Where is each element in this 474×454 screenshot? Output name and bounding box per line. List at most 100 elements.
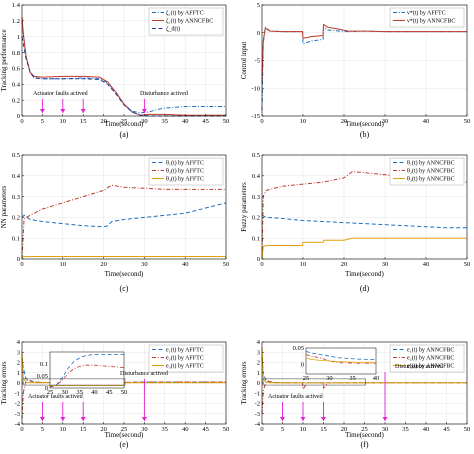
chart-f-annotation-2-arrowhead-1 [280,417,285,421]
chart-e-xtick-label-6: 30 [141,426,148,433]
chart-b-ytick-label-3: 0 [257,30,260,37]
chart-e-inset-frame [49,351,125,389]
chart-b-xtick-label-0: 0 [260,118,263,125]
chart-c-ytick-label-5: 0.5 [12,152,20,159]
chart-a-xlabel: Time(second) [105,120,144,128]
chart-e-inset-xtick-label-0: 25 [47,389,54,396]
chart-e-xlabel: Time(second) [105,431,144,439]
chart-f-xtick-label-6: 30 [382,426,389,433]
chart-f-ytick-label-6: 2 [257,360,260,367]
chart-f-inset-series-1-line [305,350,376,360]
chart-e: 0 5 10 15 20 25 30 35 40 45 50 -4 -3 -2 -1 0 1 2 3 4 Time(se… [0,339,229,449]
chart-f: 0 5 10 15 20 25 30 35 40 45 50 -4 -3 -2 -1 0 1 2 3 4 Time(se… [240,339,470,449]
chart-a-ylabel: Tracking performance [0,29,8,91]
chart-e-ytick-label-7: 3 [17,349,20,356]
chart-f-ytick-label-1: -3 [255,411,260,418]
chart-e-annotation-2-arrowhead-3 [80,417,86,421]
chart-f-inset-frame [305,347,377,375]
chart-f-xtick-label-7: 35 [402,426,409,433]
chart-f-inset-ytick-label-3: 0 [301,361,304,368]
chart-e-ytick-label-4: 0 [17,380,20,387]
chart-f-xtick-label-5: 25 [361,426,368,433]
chart-e-inset-ytick-label-2: 0.1 [40,361,48,368]
chart-b-ytick-label-4: 5 [257,2,260,9]
chart-d-ytick-label-3: 0.3 [252,194,260,201]
chart-f-xtick-label-1: 5 [281,426,284,433]
chart-f-inset-xtick-label-2: 35 [349,375,356,382]
chart-c-xtick-label-1: 10 [60,261,67,268]
chart-d-ytick-label-2: 0.2 [252,215,260,222]
chart-a-annotation-1-arrowhead-2 [60,109,66,113]
chart-f-annotation-2: Actuator faults actived [268,393,326,421]
chart-a-ytick-label-0: 0 [17,113,20,120]
chart-f-inset-xtick-label-0: 25 [303,375,310,382]
chart-d-caption: (d) [360,284,370,293]
chart-e-ylabel: Tracking errors [0,361,8,404]
chart-e-xtick-label-10: 50 [223,426,230,433]
chart-e-xtick-label-8: 40 [182,426,189,433]
chart-c-legend-label-3: θ₃(t) by AFFTC [166,176,204,183]
chart-f-xlabel: Time(second) [345,431,384,439]
chart-f-inset-xtick-label-1: 30 [326,375,333,382]
chart-e-ytick-label-0: -4 [15,421,21,428]
chart-f-annotation-2-arrowhead-3 [321,417,326,421]
chart-a-annotation-1-arrowhead-3 [80,109,86,113]
chart-f-xtick-label-4: 20 [341,426,348,433]
chart-a-xtick-label-2: 10 [60,118,67,125]
chart-c-frame [21,154,227,260]
chart-a-caption: (a) [120,130,129,139]
chart-f-annotation-1-arrowhead-1 [382,417,388,421]
chart-f-xtick-label-10: 50 [464,426,471,433]
chart-b-ytick-label-1: -10 [251,85,260,92]
chart-e-annotation-1-arrowhead-1 [141,417,147,421]
chart-e-legend-label-3: e₃(t) by AFFTC [166,363,204,370]
chart-d-ytick-label-5: 0.5 [252,152,260,159]
chart-c: 0 10 20 30 40 50 0 0.1 0.2 0.3 0.4 0.5 Time(second) N… [0,152,229,293]
chart-f-inset-xtick-label-3: 40 [373,375,380,382]
chart-f-inset-series-3-line [305,357,376,363]
chart-d-legend-label-3: θ₃(t) by ANNCFBC [407,176,455,183]
chart-f-xtick-label-8: 40 [423,426,430,433]
chart-e-annotation-2: Actuator faults actived [28,393,86,421]
chart-e-annotation-1-text: Disturbance actived [120,371,168,377]
chart-f-xtick-label-0: 0 [260,426,263,433]
chart-a-annotation-1-arrowhead-1 [39,109,45,113]
chart-e-xtick-label-3: 15 [80,426,87,433]
chart-e-xtick-label-7: 35 [162,426,169,433]
chart-b-ylabel: Control input [240,42,248,80]
chart-a-ytick-label-5: 1 [17,34,20,41]
chart-c-ytick-label-0: 0 [17,256,20,263]
chart-a-xtick-label-8: 40 [182,118,189,125]
chart-c-xlabel: Time(second) [105,270,144,278]
chart-b-series-2-line [261,23,467,83]
chart-e-xtick-label-0: 0 [20,426,23,433]
chart-a-legend-label-2: ζ₁(t) by ANNCFBC [166,18,213,25]
chart-d-legend-label-2: θ₂(t) by ANNCFBC [407,168,455,175]
chart-e-inset-xtick-label-1: 30 [62,389,69,396]
chart-e-inset-xtick-label-3: 40 [91,389,98,396]
chart-b: 0 10 20 30 40 50 -15 -10 -5 0 5 Time(second) Control… [240,2,470,139]
chart-a-annotation-2: Disturbance actived [140,91,188,113]
chart-b-xtick-label-2: 20 [341,118,348,125]
chart-a-ytick-label-2: 0.4 [12,81,21,88]
chart-a-ytick-label-6: 1.2 [12,18,20,25]
chart-c-legend-label-2: θ₂(t) by AFFTC [166,168,204,175]
chart-e-ytick-label-6: 2 [17,360,20,367]
chart-e-xtick-label-9: 45 [202,426,209,433]
chart-a-legend-label-3: ζ_d(t) [166,26,180,33]
chart-e-ytick-label-2: -2 [15,401,20,408]
chart-f-annotation-2-text: Actuator faults actived [268,393,323,400]
chart-c-xtick-label-3: 30 [141,261,148,268]
chart-e-legend-label-1: e₁(t) by AFFTC [166,347,204,354]
chart-d-xtick-label-0: 0 [260,261,263,268]
chart-b-legend-label-2: ν*(t) by ANNCFBC [407,18,455,25]
chart-d-ytick-label-4: 0.4 [252,173,261,180]
chart-c-ytick-label-1: 0.1 [12,235,20,242]
chart-b-ytick-label-2: -5 [255,58,260,65]
chart-a-ytick-label-4: 0.8 [12,50,20,57]
chart-e-inset-xtick-label-2: 35 [76,389,83,396]
chart-c-xtick-label-0: 0 [20,261,23,268]
